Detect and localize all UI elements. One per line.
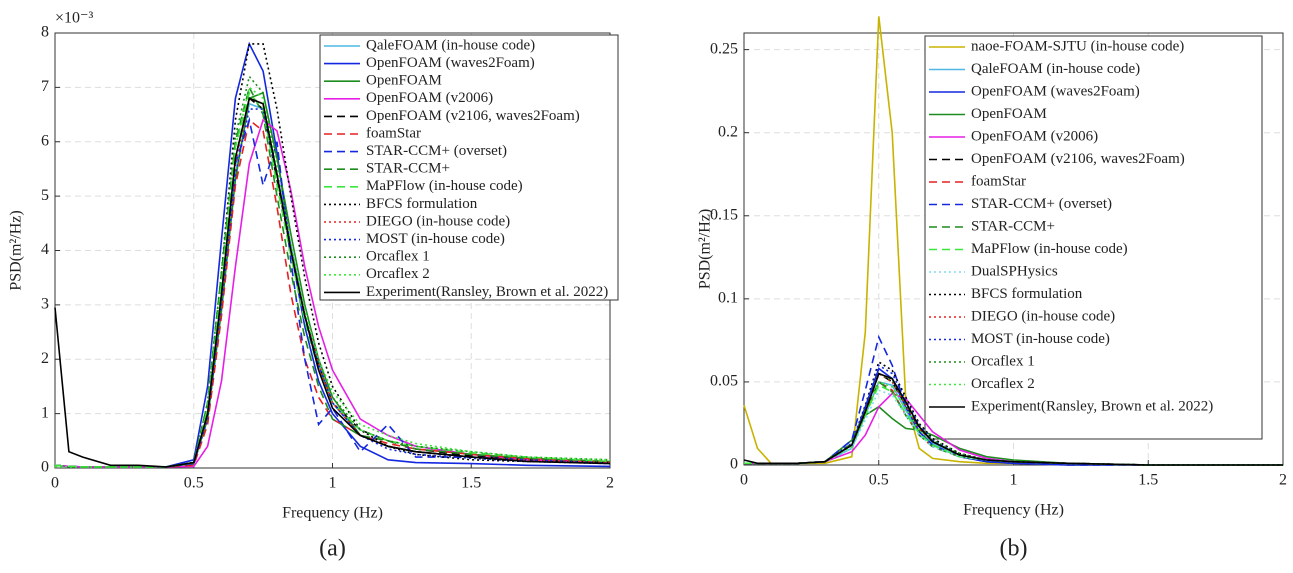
y-tick-label: 0.2: [718, 123, 738, 140]
legend-label: QaleFOAM (in-house code): [366, 37, 535, 53]
y-tick-label: 0.15: [710, 206, 738, 223]
legend-label: DualSPHysics: [971, 263, 1058, 279]
y-tick-label: 0.1: [718, 290, 738, 307]
series-line: [54, 118, 611, 468]
panel: 0 0.5 1 1.5 2 0 0.05 0.1 0.15 0.2 0.25 naoe-FOAM-SJ…: [697, 32, 1287, 562]
y-tick-label: 5: [41, 187, 49, 204]
legend-label: OpenFOAM: [366, 73, 442, 89]
legend-label: STAR-CCM+: [971, 218, 1055, 234]
x-tick-label: 2: [1279, 472, 1287, 489]
legend-label: MOST (in-house code): [971, 331, 1110, 347]
legend-label: Orcaflex 1: [971, 353, 1035, 369]
legend-label: OpenFOAM (waves2Foam): [971, 83, 1140, 99]
legend-label: OpenFOAM: [971, 106, 1047, 122]
x-tick-label: 1: [329, 475, 337, 492]
x-tick-label: 1.5: [1138, 472, 1158, 489]
x-tick-label: 1: [1010, 472, 1018, 489]
legend-label: Orcaflex 2: [971, 376, 1035, 392]
legend-label: OpenFOAM (v2106, waves2Foam): [366, 108, 580, 124]
legend-label: BFCS formulation: [366, 196, 478, 212]
legend-box: [319, 34, 619, 301]
series-line: [55, 85, 611, 468]
legend-label: OpenFOAM (v2106, waves2Foam): [971, 151, 1185, 167]
x-tick-label: 0: [51, 475, 59, 492]
panel-caption: (b): [1000, 536, 1028, 562]
legend-label: foamStar: [971, 173, 1026, 189]
y-tick-label: 0: [730, 456, 738, 473]
y-tick-label: 8: [41, 24, 49, 41]
y-tick-label: 7: [41, 78, 49, 95]
legend-label: Orcaflex 2: [366, 266, 430, 282]
y-tick-label: 2: [41, 350, 49, 367]
y-tick-label: 1: [41, 404, 49, 421]
y-tick-label: 6: [41, 132, 49, 149]
x-axis-label: Frequency (Hz): [282, 505, 383, 522]
legend-label: Experiment(Ransley, Brown et al. 2022): [366, 284, 608, 300]
y-tick-label: 4: [41, 241, 49, 258]
series-line: [54, 118, 611, 468]
legend-label: QaleFOAM (in-house code): [971, 61, 1140, 77]
plot-frame: [743, 32, 1284, 466]
series-line: [744, 364, 1283, 466]
panel: 0 0.5 1 1.5 2 0 1 2 3 4 5 6 7 8 QaleFOAM (in-house cod…: [8, 10, 619, 562]
panel-caption: (a): [319, 536, 346, 562]
legend-label: MOST (in-house code): [366, 231, 505, 247]
x-axis-label: Frequency (Hz): [963, 502, 1064, 519]
x-tick-label: 0.5: [184, 475, 204, 492]
legend-label: STAR-CCM+ (overset): [971, 196, 1112, 212]
legend-label: MaPFlow (in-house code): [366, 178, 523, 194]
series-line: [55, 43, 611, 468]
x-tick-label: 2: [606, 475, 614, 492]
x-tick-label: 1.5: [461, 475, 481, 492]
legend-label: OpenFOAM (waves2Foam): [366, 55, 535, 71]
series-line: [743, 372, 1283, 466]
y-tick-label: 0: [41, 459, 49, 476]
legend-box: [924, 35, 1263, 440]
y-axis-label: PSD(m²/Hz): [697, 209, 714, 289]
y-tick-label: 0.05: [710, 373, 738, 390]
legend-label: Orcaflex 1: [366, 249, 430, 265]
series-line: [54, 85, 611, 468]
legend-label: Experiment(Ransley, Brown et al. 2022): [971, 398, 1213, 414]
legend-label: OpenFOAM (v2006): [366, 90, 493, 106]
series-line: [54, 97, 611, 468]
y-axis-label: PSD(m²/Hz): [8, 210, 25, 290]
legend-label: DIEGO (in-house code): [366, 213, 510, 229]
x-tick-label: 0: [740, 472, 748, 489]
legend-label: STAR-CCM+: [366, 161, 450, 177]
y-tick-label: 0.25: [710, 40, 738, 57]
legend-label: STAR-CCM+ (overset): [366, 143, 507, 159]
y-tick-label: 3: [41, 296, 49, 313]
series-line: [55, 74, 611, 468]
legend-label: MaPFlow (in-house code): [971, 241, 1128, 257]
legend-label: DIEGO (in-house code): [971, 308, 1115, 324]
legend-label: OpenFOAM (v2006): [971, 128, 1098, 144]
x-tick-label: 0.5: [869, 472, 889, 489]
legend-label: BFCS formulation: [971, 286, 1083, 302]
legend-label: foamStar: [366, 125, 421, 141]
legend-label: naoe-FOAM-SJTU (in-house code): [971, 38, 1184, 54]
series-line: [744, 389, 1283, 466]
y-multiplier: ×10⁻³: [55, 10, 93, 27]
